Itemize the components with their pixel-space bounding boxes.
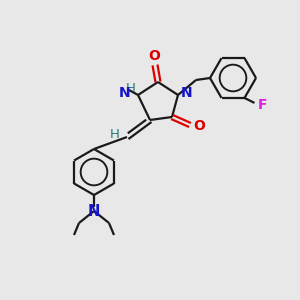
- Text: N: N: [88, 203, 100, 218]
- Text: N: N: [181, 86, 193, 100]
- Text: O: O: [193, 119, 205, 133]
- Text: F: F: [258, 98, 267, 112]
- Text: N: N: [119, 86, 131, 100]
- Text: O: O: [148, 49, 160, 63]
- Text: H: H: [110, 128, 120, 140]
- Text: H: H: [126, 82, 136, 94]
